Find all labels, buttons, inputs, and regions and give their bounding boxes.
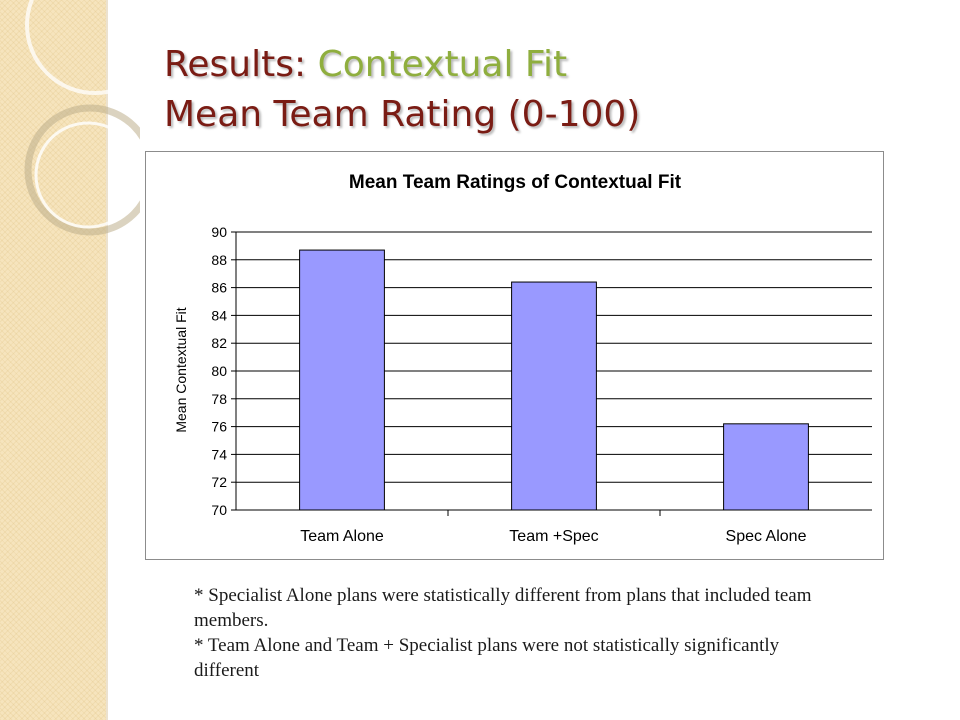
footnote-team: * Team Alone and Team + Specialist plans… (194, 635, 780, 681)
y-tick-label: 82 (211, 335, 227, 351)
bar (299, 249, 385, 511)
footnote-specialist: * Specialist Alone plans were statistica… (194, 585, 812, 631)
y-tick-label: 84 (211, 307, 227, 323)
bar-chart: Mean Team Ratings of Contextual Fit Mean… (173, 172, 872, 545)
slide-title: Results: Contextual Fit Mean Team Rating… (164, 40, 640, 140)
footnotes: * Specialist Alone plans were statistica… (194, 583, 834, 683)
decorative-circles (24, 0, 140, 236)
x-tick-labels: Team Alone Team +Spec Spec Alone (300, 528, 806, 545)
x-tick-label: Team Alone (300, 528, 384, 545)
x-tick-label: Spec Alone (726, 528, 807, 545)
axes (231, 231, 872, 516)
title-line-2: Mean Team Rating (0-100) (164, 94, 641, 135)
title-highlight: Contextual Fit (317, 44, 568, 85)
y-tick-label: 72 (211, 474, 227, 490)
chart-title: Mean Team Ratings of Contextual Fit (349, 172, 682, 193)
y-tick-label: 86 (211, 280, 227, 296)
y-tick-label: 78 (211, 391, 227, 407)
y-tick-labels: 70 72 74 76 78 80 82 84 86 88 90 (211, 224, 227, 518)
y-tick-label: 88 (211, 252, 227, 268)
y-tick-label: 76 (211, 419, 227, 435)
bar (511, 281, 597, 511)
y-tick-label: 70 (211, 502, 227, 518)
y-axis-label: Mean Contextual Fit (173, 307, 189, 432)
bar (723, 423, 809, 511)
bars (299, 249, 809, 511)
chart-container: Mean Team Ratings of Contextual Fit Mean… (145, 151, 884, 560)
y-tick-label: 80 (211, 363, 227, 379)
y-tick-label: 90 (211, 224, 227, 240)
x-tick-label: Team +Spec (509, 528, 598, 545)
title-prefix: Results: (164, 44, 318, 85)
y-tick-label: 74 (211, 446, 227, 462)
